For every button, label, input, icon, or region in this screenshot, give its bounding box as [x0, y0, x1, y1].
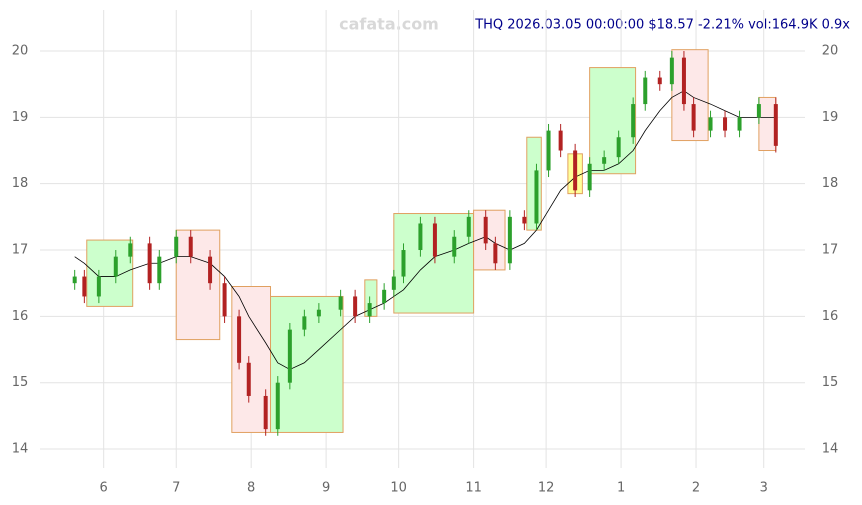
y-tick-label: 15	[822, 375, 839, 390]
signal-box	[473, 209, 506, 271]
candle-body	[263, 395, 268, 430]
moving-average	[74, 90, 776, 370]
candle-body	[222, 283, 227, 317]
candle-body	[128, 243, 133, 257]
candle-body	[338, 296, 343, 310]
candle-body	[507, 216, 512, 264]
candle-body	[302, 316, 307, 330]
y-tick-label: 14	[12, 442, 29, 457]
candle-body	[723, 117, 728, 131]
x-tick-label: 12	[538, 481, 555, 496]
x-tick-label: 10	[390, 481, 407, 496]
candle-body	[691, 104, 696, 131]
candle-body	[483, 216, 488, 244]
candle-body	[316, 309, 321, 317]
candle-body	[534, 170, 539, 224]
candle-body	[246, 362, 251, 396]
y-tick-label: 18	[822, 176, 839, 191]
candle-body	[287, 329, 292, 383]
candle-body	[587, 163, 592, 191]
y-tick-label: 19	[12, 110, 29, 125]
candle-body	[432, 223, 437, 257]
candle-body	[643, 77, 648, 105]
candle-body	[353, 296, 358, 317]
candle-body	[72, 276, 77, 284]
x-tick-label: 7	[172, 481, 180, 496]
y-tick-label: 15	[12, 375, 29, 390]
candle-body	[773, 104, 778, 146]
signal-box	[589, 67, 637, 175]
y-tick-label: 16	[822, 309, 839, 324]
x-tick-label: 6	[100, 481, 108, 496]
candle-body	[275, 382, 280, 430]
signal-box	[526, 136, 542, 231]
candle-body	[756, 104, 761, 118]
candle-body	[602, 157, 607, 164]
y-tick-label: 18	[12, 176, 29, 191]
y-tick-label: 16	[12, 309, 29, 324]
signal-box	[86, 239, 134, 307]
signal-box	[758, 96, 777, 152]
y-tick-label: 20	[822, 44, 839, 59]
candle-body	[418, 223, 423, 251]
candle-body	[401, 250, 406, 277]
x-tick-label: 8	[247, 481, 255, 496]
candle-body	[573, 150, 578, 191]
chart-title: THQ 2026.03.05 00:00:00 $18.57 -2.21% vo…	[474, 18, 850, 33]
candle-body	[708, 117, 713, 131]
candle-body	[147, 243, 152, 284]
signal-box	[270, 295, 344, 433]
candle-body	[493, 243, 498, 264]
y-tick-label: 19	[822, 110, 839, 125]
y-tick-label: 20	[12, 44, 29, 59]
candle-body	[681, 57, 686, 105]
x-tick-label: 9	[322, 481, 330, 496]
y-tick-label: 17	[822, 243, 839, 258]
candle-body	[113, 256, 118, 277]
x-tick-label: 2	[692, 481, 700, 496]
candle-body	[367, 303, 372, 317]
candle-body	[616, 137, 621, 158]
candle-body	[382, 289, 387, 304]
x-tick-label: 11	[465, 481, 482, 496]
candle-body	[174, 236, 179, 257]
y-tick-label: 17	[12, 243, 29, 258]
candle-body	[631, 104, 636, 138]
candle-body	[96, 276, 101, 297]
watermark: cafata.com	[339, 15, 439, 34]
candle-body	[558, 130, 563, 151]
candle-body	[737, 117, 742, 131]
candle-body	[669, 57, 674, 85]
signal-box	[175, 229, 221, 341]
candle-body	[522, 216, 527, 224]
candle-body	[188, 236, 193, 257]
y-tick-label: 14	[822, 442, 839, 457]
candle-body	[237, 316, 242, 363]
x-tick-label: 1	[617, 481, 625, 496]
candle-body	[208, 256, 213, 284]
candle-body	[157, 256, 162, 284]
x-tick-label: 3	[760, 481, 768, 496]
candle-body	[452, 236, 457, 257]
candle-body	[391, 276, 396, 290]
candle-body	[82, 276, 87, 297]
candle-body	[466, 216, 471, 237]
candle-body	[546, 130, 551, 171]
candle-body	[657, 77, 662, 85]
